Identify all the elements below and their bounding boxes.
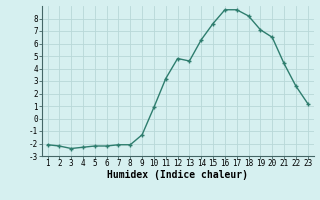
- X-axis label: Humidex (Indice chaleur): Humidex (Indice chaleur): [107, 170, 248, 180]
